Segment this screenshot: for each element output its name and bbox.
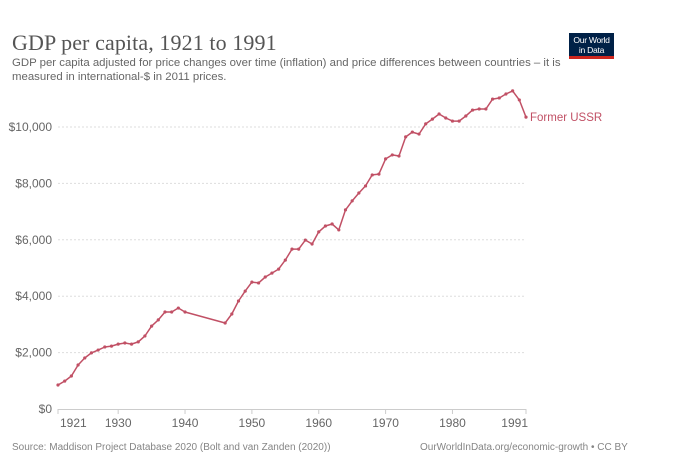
data-point [470, 108, 475, 112]
series-layer: Former USSR [56, 89, 602, 387]
data-point [183, 310, 187, 314]
data-point [377, 172, 381, 176]
data-point [323, 224, 328, 228]
owid-logo[interactable]: Our World in Data [569, 33, 614, 59]
series-label: Former USSR [530, 112, 602, 124]
data-point [410, 130, 414, 134]
data-point [277, 267, 281, 271]
data-point [350, 199, 354, 203]
chart-subtitle: GDP per capita adjusted for price change… [12, 57, 561, 83]
data-point [109, 344, 114, 348]
x-tick-label: 1991 [501, 416, 528, 430]
data-point [317, 230, 321, 234]
data-point [310, 242, 314, 246]
y-axis-labels: $0 $2,000 $4,000 $6,000 $8,000 $10,000 [9, 120, 53, 416]
data-point [417, 132, 421, 136]
data-point [524, 115, 528, 119]
data-point [404, 135, 408, 139]
data-point [457, 119, 461, 123]
data-point [357, 191, 361, 195]
data-point [83, 356, 87, 360]
data-point [390, 153, 394, 157]
data-point [56, 383, 60, 387]
x-tick-label: 1940 [172, 416, 199, 430]
x-tick-label: 1970 [372, 416, 399, 430]
data-point [250, 280, 254, 284]
x-tick-label: 1921 [60, 416, 87, 430]
data-point [170, 310, 174, 314]
chart-title: GDP per capita, 1921 to 1991 [12, 30, 277, 55]
data-point [103, 345, 107, 349]
data-point [437, 112, 441, 116]
data-point [143, 334, 147, 338]
data-point [450, 119, 455, 123]
data-point [430, 117, 434, 121]
data-point [330, 222, 334, 226]
y-tick-label: $8,000 [15, 176, 52, 190]
series-line [57, 90, 527, 386]
data-point [156, 318, 160, 322]
x-tick-label: 1950 [239, 416, 266, 430]
data-point [123, 341, 127, 345]
data-point [424, 122, 428, 126]
data-point [370, 173, 374, 177]
data-point [504, 92, 508, 96]
data-point [283, 258, 287, 262]
y-tick-label: $2,000 [15, 346, 52, 360]
data-point [263, 275, 267, 279]
data-point [243, 289, 247, 293]
data-point [136, 340, 140, 344]
license-link[interactable]: OurWorldInData.org/economic-growth • CC … [420, 442, 628, 453]
source-note[interactable]: Source: Maddison Project Database 2020 (… [12, 442, 331, 453]
y-tick-label: $6,000 [15, 233, 52, 247]
data-point [343, 208, 348, 212]
x-axis: 1921 1930 1940 1950 1960 1970 1980 1991 [57, 409, 528, 430]
data-point [176, 306, 180, 310]
data-point [150, 324, 154, 328]
data-point [69, 374, 73, 378]
data-point [303, 238, 307, 242]
data-point [497, 96, 501, 100]
data-point [76, 363, 80, 367]
data-point [363, 184, 368, 188]
data-point [444, 116, 448, 120]
data-point [397, 154, 401, 158]
data-point [236, 299, 241, 303]
logo-line-2: in Data [578, 45, 605, 55]
logo-line-1: Our World [573, 35, 610, 45]
x-tick-label: 1980 [439, 416, 466, 430]
data-point [256, 281, 261, 285]
data-point [297, 247, 301, 251]
data-point [163, 310, 167, 314]
data-point [511, 89, 515, 93]
data-point [230, 312, 234, 316]
data-point [270, 271, 274, 275]
y-tick-label: $4,000 [15, 289, 52, 303]
data-point [96, 348, 100, 352]
data-point [477, 107, 481, 111]
y-tick-label: $0 [39, 402, 53, 416]
data-point [484, 107, 488, 111]
x-tick-label: 1960 [305, 416, 332, 430]
y-tick-label: $10,000 [9, 120, 53, 134]
data-point [490, 97, 495, 101]
data-point [223, 321, 227, 325]
data-point [63, 379, 67, 383]
data-point [384, 157, 388, 161]
data-point [116, 342, 120, 346]
data-point [290, 247, 294, 251]
data-point [464, 114, 468, 118]
data-point [129, 342, 134, 346]
data-point [89, 351, 94, 355]
data-point [337, 228, 341, 232]
x-tick-label: 1930 [105, 416, 132, 430]
y-gridlines [58, 126, 526, 354]
data-point [517, 98, 521, 102]
